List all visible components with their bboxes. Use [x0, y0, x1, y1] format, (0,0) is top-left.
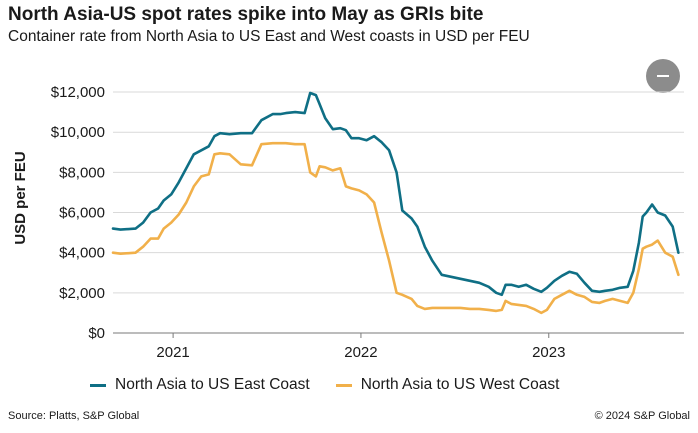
y-tick-label: $12,000 — [51, 84, 105, 101]
y-tick-label: $2,000 — [59, 285, 105, 302]
copyright-note: © 2024 S&P Global — [594, 410, 690, 422]
collapse-button[interactable] — [646, 59, 680, 93]
x-tick-label: 2021 — [156, 344, 189, 361]
y-tick-label: $6,000 — [59, 205, 105, 222]
y-tick-label: $10,000 — [51, 124, 105, 141]
y-tick-label: $0 — [88, 325, 105, 342]
legend-label-west-coast: North Asia to US West Coast — [360, 376, 560, 393]
legend: North Asia to US East Coast North Asia t… — [90, 376, 559, 394]
y-axis-label: USD per FEU — [12, 151, 29, 244]
chart-title: North Asia-US spot rates spike into May … — [8, 4, 484, 25]
y-tick-labels: $0 $2,000 $4,000 $6,000 $8,000 $10,000 $12,000 — [51, 84, 105, 342]
legend-item-east-coast: North Asia to US East Coast — [90, 376, 310, 394]
chart-subtitle: Container rate from North Asia to US Eas… — [8, 28, 530, 45]
axes — [113, 332, 684, 338]
y-tick-label: $4,000 — [59, 245, 105, 262]
series-line-east-coast — [111, 91, 680, 297]
legend-label-east-coast: North Asia to US East Coast — [115, 376, 310, 393]
source-note: Source: Platts, S&P Global — [8, 410, 140, 422]
x-tick-label: 2022 — [344, 344, 377, 361]
y-tick-label: $8,000 — [59, 164, 105, 181]
minus-icon — [657, 75, 669, 77]
x-tick-label: 2023 — [532, 344, 565, 361]
legend-swatch-east-coast — [90, 383, 106, 387]
series-line-west-coast — [111, 141, 680, 315]
x-tick-labels: 2021 2022 2023 — [156, 344, 565, 361]
series-lines — [111, 91, 680, 315]
legend-item-west-coast: North Asia to US West Coast — [335, 376, 560, 394]
legend-swatch-west-coast — [335, 383, 352, 387]
